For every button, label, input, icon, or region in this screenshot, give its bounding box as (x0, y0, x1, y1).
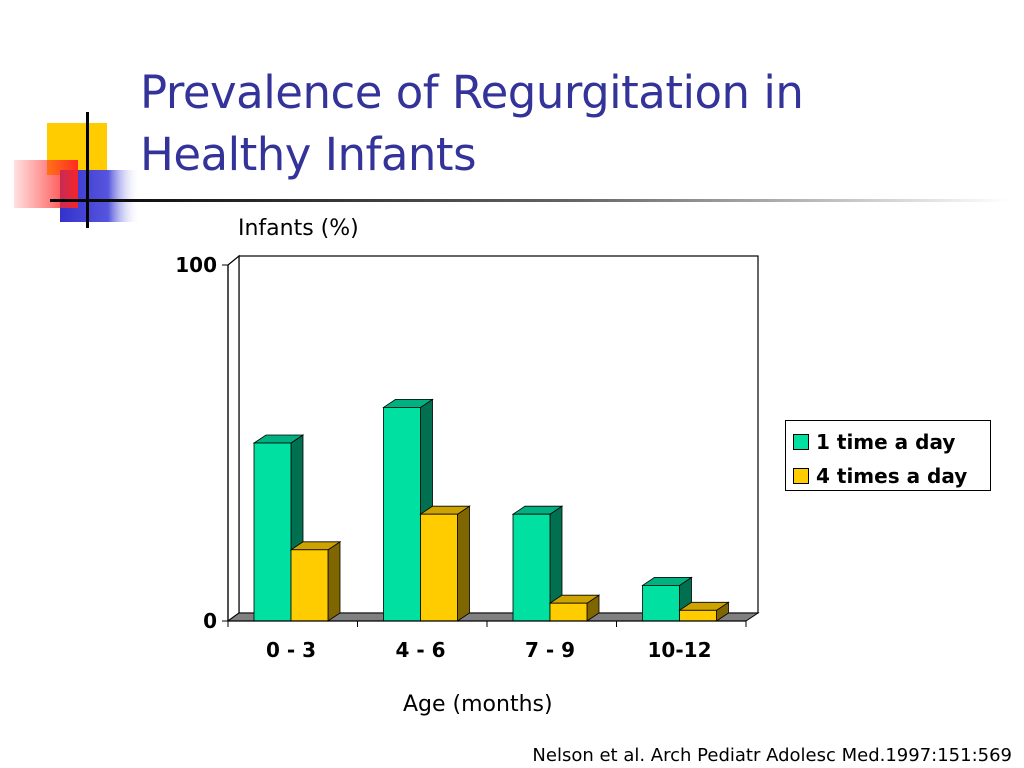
y-tick-label-1: 0 (203, 609, 217, 633)
citation: Nelson et al. Arch Pediatr Adolesc Med.1… (532, 745, 1012, 766)
deco-vertical-line (86, 112, 89, 228)
x-axis-title: Age (months) (403, 692, 553, 717)
y-tick-label-2: 100 (175, 253, 217, 277)
slide-title: Prevalence of Regurgitation in Healthy I… (140, 62, 1000, 186)
bar-2-1 (289, 541, 342, 622)
x-tick-label-4: 10-12 (648, 638, 712, 662)
title-line-2: Healthy Infants (140, 128, 477, 181)
bar-side-2-2 (457, 505, 470, 622)
bar-front-2-4 (679, 609, 717, 622)
x-tick-label-3: 7 - 9 (525, 638, 575, 662)
legend-swatch-series-2 (793, 468, 809, 484)
bar-front-2-1 (290, 549, 329, 622)
legend-label-series-2: 4 times a day (816, 464, 968, 488)
bar-front-1-4 (642, 585, 680, 622)
slide-decoration (14, 112, 1010, 228)
legend-item-series-2: 4 times a day (793, 464, 967, 488)
bar-side-2-1 (327, 541, 341, 622)
x-tick-label-2: 4 - 6 (395, 638, 445, 662)
bar-2-3 (548, 594, 601, 622)
legend-swatch-series-1 (793, 434, 809, 450)
bar-front-1-2 (383, 406, 421, 622)
title-line-1: Prevalence of Regurgitation in (140, 66, 804, 119)
y-axis-title: Infants (%) (238, 216, 359, 241)
bar-front-2-3 (549, 602, 588, 622)
bar-front-1-1 (253, 442, 292, 622)
legend-item-series-1: 1 time a day (793, 430, 955, 454)
bar-1-4 (641, 576, 693, 622)
chart-legend: 1 time a day 4 times a day (785, 420, 991, 491)
plot-side-wall (227, 254, 240, 623)
deco-horizontal-line (50, 199, 1010, 202)
bar-1-3 (511, 505, 564, 622)
bar-2-4 (678, 601, 730, 622)
bar-front-1-3 (512, 513, 551, 622)
bar-2-2 (419, 505, 471, 622)
x-tick-label-1: 0 - 3 (266, 638, 316, 662)
bar-front-2-2 (420, 513, 458, 622)
legend-label-series-1: 1 time a day (816, 430, 956, 454)
